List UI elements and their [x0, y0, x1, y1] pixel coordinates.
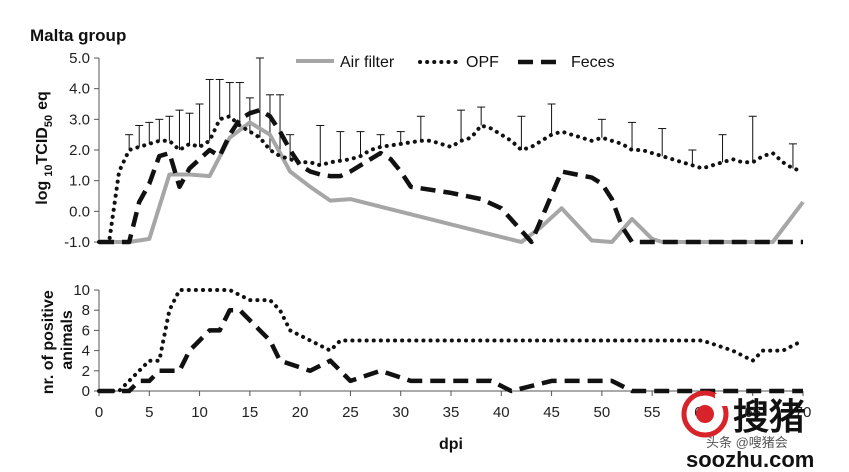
legend: Air filter OPF Feces: [296, 54, 615, 71]
upper-y-tick-label: 5.0: [69, 50, 90, 67]
upper-y-tick-label: 3.0: [69, 111, 90, 128]
opf-error-bars: [125, 57, 797, 169]
upper-y-tick-label: 1.0: [69, 173, 90, 190]
legend-feces-label: Feces: [571, 54, 615, 71]
upper-y-tick-label: -1.0: [64, 234, 90, 251]
x-tick-label: 40: [493, 404, 510, 421]
x-tick-label: 10: [191, 404, 208, 421]
x-tick-label: 55: [644, 404, 661, 421]
legend-opf-label: OPF: [466, 54, 499, 71]
lower-y-tick-label: 10: [73, 282, 90, 299]
upper-y-tick-label: 2.0: [69, 142, 90, 159]
lower-y-tick-label: 4: [82, 343, 90, 360]
lower-y-tick-label: 6: [82, 322, 90, 339]
x-tick-label: 20: [292, 404, 309, 421]
x-tick-label: 35: [443, 404, 460, 421]
x-tick-label: 70: [795, 404, 812, 421]
upper-series: [97, 107, 805, 245]
lower-y-axis-title: nr. of positive animals: [40, 286, 76, 394]
lower-series-feces: [99, 307, 803, 394]
watermark-side-text: 头条 @嗖猪会: [706, 435, 788, 450]
x-tick-label: 50: [594, 404, 611, 421]
upper-y-ticks: -1.0 0.0 1.0 2.0 3.0 4.0 5.0: [64, 50, 99, 251]
lower-y-tick-label: 2: [82, 363, 90, 380]
x-tick-label: 25: [342, 404, 359, 421]
upper-y-tick-label: 0.0: [69, 203, 90, 220]
watermark: 搜猪 头条 @嗖猪会 soozhu.com: [681, 390, 814, 472]
x-tick-label: 5: [145, 404, 153, 421]
upper-series-air-filter: [99, 120, 805, 244]
upper-series-feces: [99, 107, 803, 245]
legend-air-filter-label: Air filter: [340, 54, 395, 71]
lower-y-ticks: 0 2 4 6 8 10: [73, 282, 99, 400]
upper-y-axis-title: log10TCID50eq: [34, 91, 55, 205]
x-axis-title: dpi: [439, 436, 463, 453]
x-tick-label: 15: [242, 404, 259, 421]
watermark-site: soozhu.com: [686, 447, 814, 472]
upper-panel: -1.0 0.0 1.0 2.0 3.0 4.0 5.0 log10TCID50eq: [34, 50, 805, 251]
x-tick-label: 0: [95, 404, 103, 421]
watermark-logo-icon: [681, 390, 729, 438]
lower-series: [97, 288, 805, 394]
x-tick-label: 30: [392, 404, 409, 421]
lower-y-tick-label: 8: [82, 302, 90, 319]
upper-series-opf: [97, 114, 805, 244]
lower-series-opf: [97, 288, 805, 393]
x-tick-label: 65: [744, 404, 761, 421]
upper-y-tick-label: 4.0: [69, 81, 90, 98]
watermark-brand-glyphs: 搜猪: [733, 396, 805, 437]
lower-y-tick-label: 0: [82, 383, 90, 400]
chart-title: Malta group: [30, 26, 126, 45]
x-tick-label: 45: [543, 404, 560, 421]
